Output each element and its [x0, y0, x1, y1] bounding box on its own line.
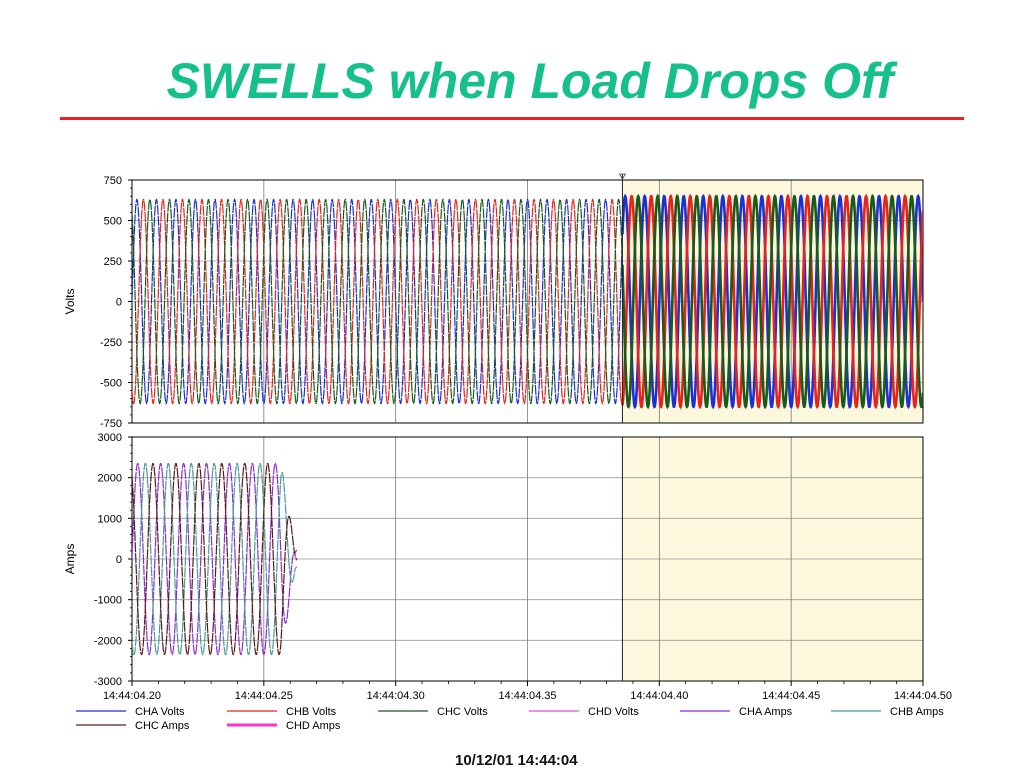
legend-label: CHB Amps [890, 706, 944, 718]
y-tick-label: 1000 [98, 513, 122, 525]
legend-label: CHA Amps [739, 706, 793, 718]
y-axis-label: Amps [63, 544, 77, 575]
event-marker-triangle [618, 173, 627, 180]
series-chc-volts-after [621, 193, 923, 410]
series-chb-volts-after [621, 193, 923, 410]
x-tick-label: 14:44:04.30 [367, 690, 425, 702]
y-tick-label: 750 [104, 175, 122, 187]
y-tick-label: -3000 [94, 676, 122, 688]
y-axis-label: Volts [63, 288, 77, 314]
x-tick-label: 14:44:04.25 [235, 690, 293, 702]
y-tick-label: 2000 [98, 473, 122, 485]
series-chc-amps [132, 462, 298, 656]
x-tick-label: 14:44:04.45 [762, 690, 820, 702]
y-tick-label: 500 [104, 216, 122, 228]
title-divider [60, 117, 964, 120]
y-tick-label: -2000 [94, 635, 122, 647]
series-chb-amps [132, 462, 298, 656]
series-cha-amps [132, 462, 298, 656]
x-tick-label: 14:44:04.20 [103, 690, 161, 702]
y-tick-label: -250 [100, 337, 122, 349]
legend-label: CHD Volts [588, 706, 639, 718]
legend-label: CHA Volts [135, 706, 185, 718]
legend-label: CHB Volts [286, 706, 337, 718]
y-tick-label: 250 [104, 256, 122, 268]
y-tick-label: 3000 [98, 432, 122, 444]
footer-timestamp: 10/12/01 14:44:04 [455, 752, 578, 769]
y-tick-label: 0 [116, 554, 122, 566]
legend-label: CHC Volts [437, 706, 488, 718]
y-tick-label: -750 [100, 418, 122, 430]
y-tick-label: -1000 [94, 595, 122, 607]
x-tick-label: 14:44:04.35 [498, 690, 556, 702]
x-tick-label: 14:44:04.50 [894, 690, 952, 702]
series-chc-volts [132, 198, 623, 405]
slide-title: SWELLS when Load Drops Off [166, 53, 894, 109]
legend-label: CHD Amps [286, 720, 341, 732]
y-tick-label: 0 [116, 297, 122, 309]
y-tick-label: -500 [100, 378, 122, 390]
series-chb-volts [132, 198, 623, 405]
x-tick-label: 14:44:04.40 [630, 690, 688, 702]
legend-label: CHC Amps [135, 720, 190, 732]
